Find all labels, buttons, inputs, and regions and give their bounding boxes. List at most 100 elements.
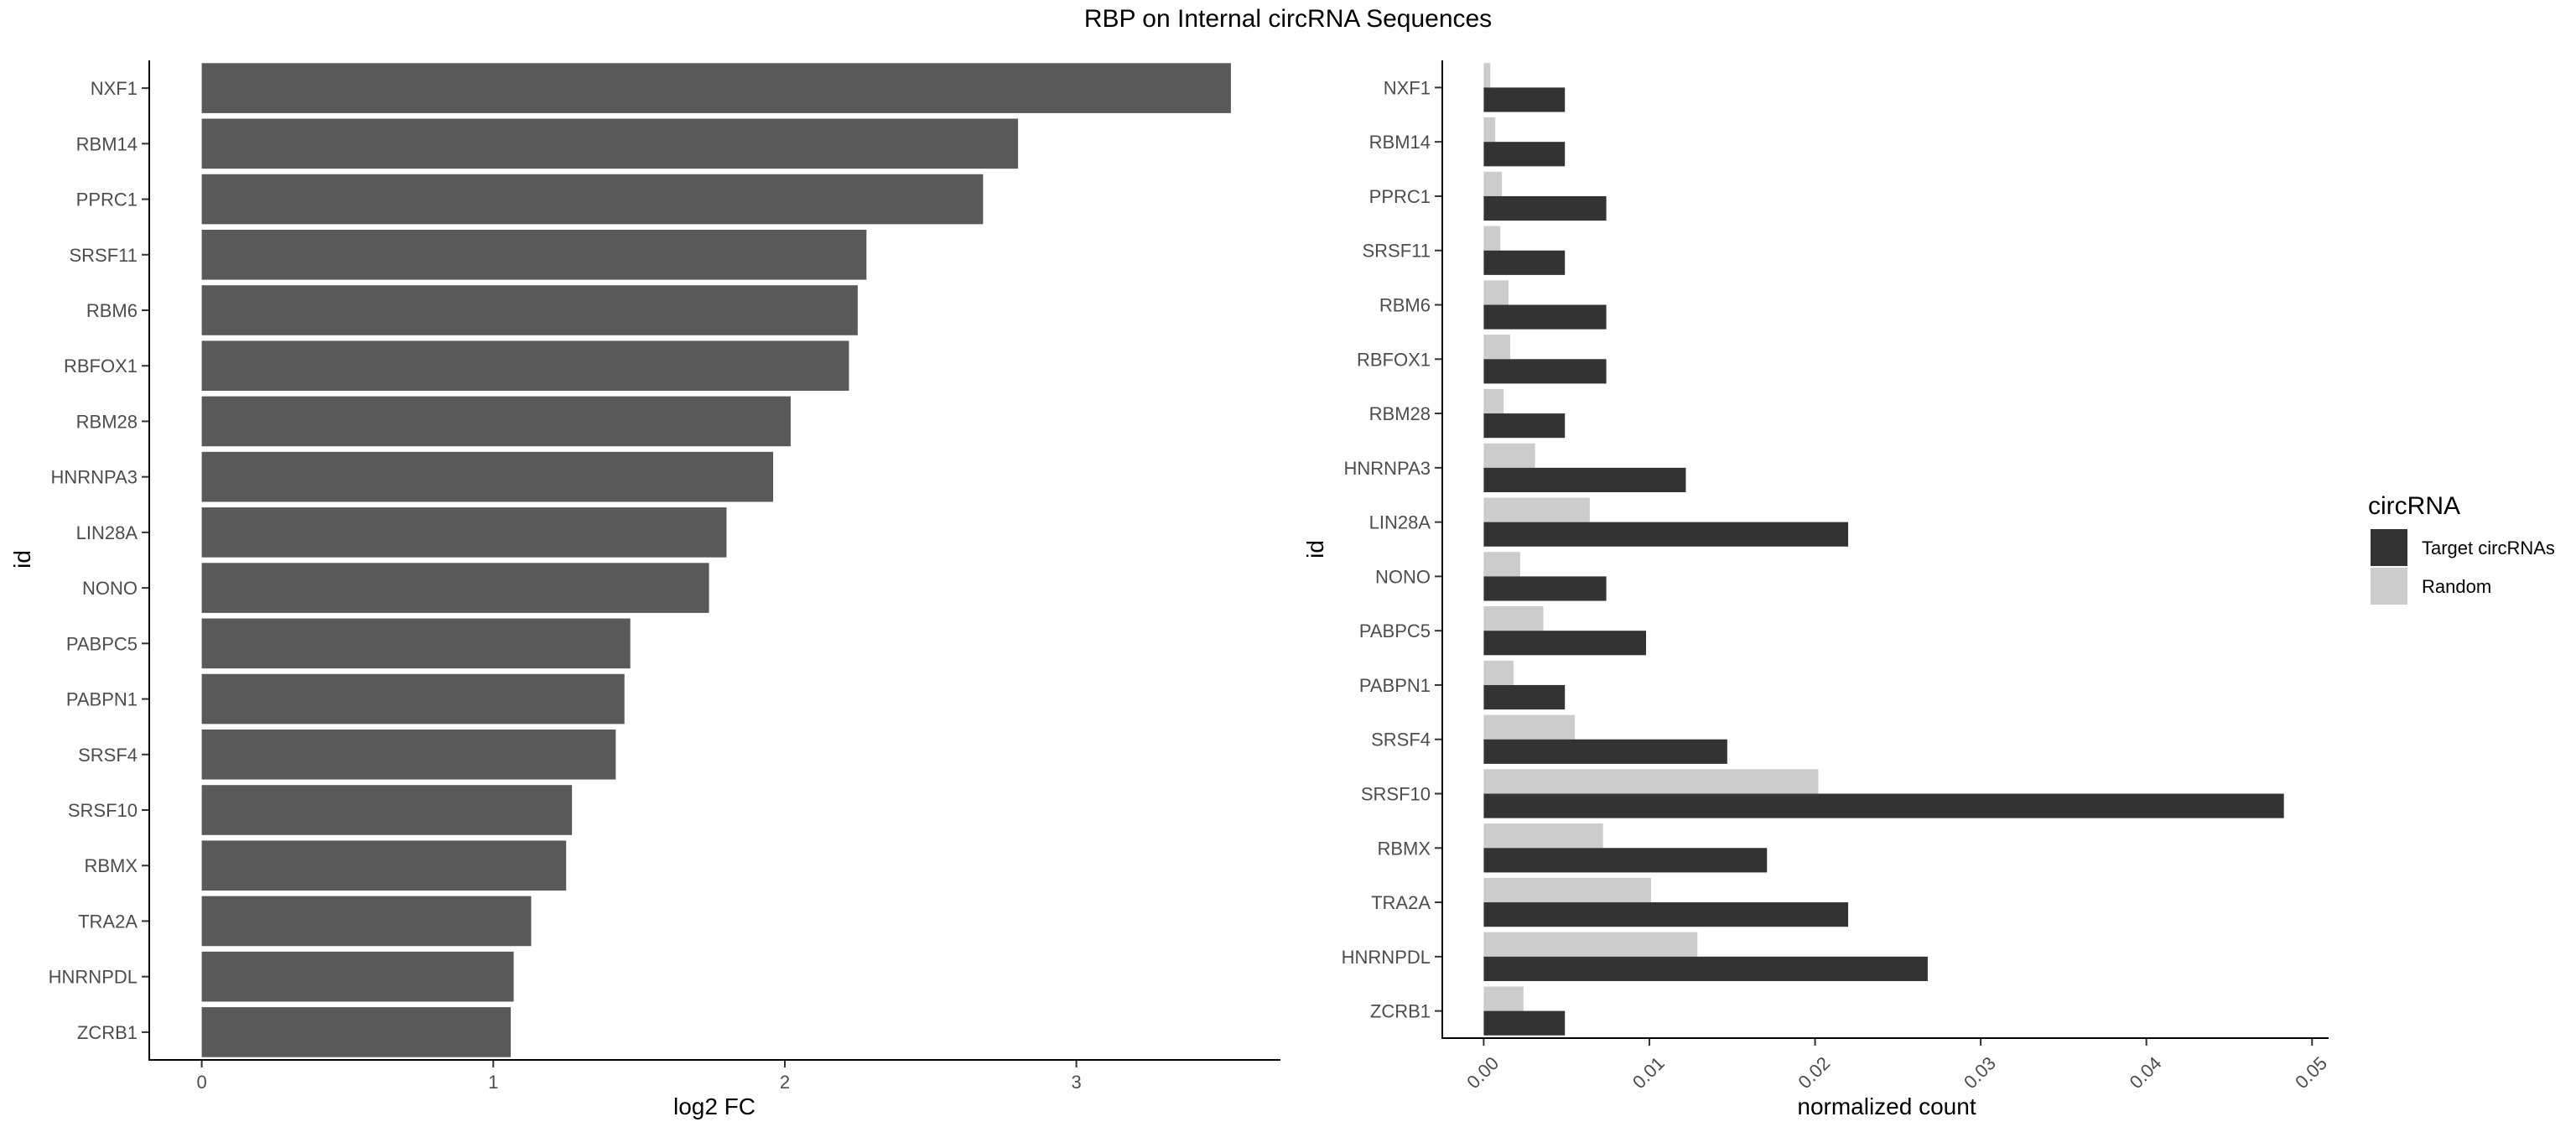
bar-random-rbm6 bbox=[1483, 280, 1509, 305]
bar-lin28a bbox=[201, 507, 727, 558]
left-y-axis-title: id bbox=[9, 550, 35, 569]
bar-random-rbm14 bbox=[1483, 117, 1496, 143]
y-tick-label-srsf10: SRSF10 bbox=[1361, 784, 1431, 805]
y-tick-label-lin28a: LIN28A bbox=[76, 522, 138, 543]
bar-random-rbmx bbox=[1483, 823, 1603, 849]
y-tick-label-rbmx: RBMX bbox=[1377, 838, 1431, 859]
bar-hnrnpa3 bbox=[201, 451, 774, 502]
x-tick-label: 0.05 bbox=[2291, 1052, 2331, 1093]
bar-target-srsf4 bbox=[1483, 739, 1727, 764]
bar-random-srsf4 bbox=[1483, 714, 1576, 740]
bar-random-nxf1 bbox=[1483, 63, 1491, 88]
x-tick-label: 0.01 bbox=[1628, 1052, 1669, 1093]
x-tick-label: 0 bbox=[196, 1072, 206, 1093]
bar-target-pprc1 bbox=[1483, 195, 1607, 221]
y-tick-label-srsf4: SRSF4 bbox=[78, 745, 138, 766]
bar-target-pabpc5 bbox=[1483, 631, 1647, 656]
y-tick-label-hnrnpa3: HNRNPA3 bbox=[50, 467, 138, 488]
left-x-axis-title: log2 FC bbox=[673, 1093, 756, 1119]
y-tick-label-rbm14: RBM14 bbox=[76, 133, 138, 154]
y-tick-label-rbfox1: RBFOX1 bbox=[64, 356, 138, 377]
bar-random-nono bbox=[1483, 552, 1520, 577]
bar-rbm28 bbox=[201, 396, 791, 447]
bar-random-srsf11 bbox=[1483, 226, 1501, 251]
y-tick-label-rbm28: RBM28 bbox=[1369, 403, 1431, 424]
legend-label-random: Random bbox=[2422, 576, 2491, 597]
x-tick-label: 1 bbox=[488, 1072, 498, 1093]
left-x-ticks: 0 1 2 3 bbox=[196, 1060, 1082, 1093]
legend-key-random bbox=[2371, 568, 2407, 605]
y-tick-label-rbm6: RBM6 bbox=[1379, 295, 1431, 316]
y-tick-label-tra2a: TRA2A bbox=[78, 911, 138, 932]
y-tick-label-pabpn1: PABPN1 bbox=[66, 689, 138, 710]
y-tick-label-srsf4: SRSF4 bbox=[1371, 730, 1431, 750]
y-tick-label-srsf10: SRSF10 bbox=[68, 800, 138, 821]
y-tick-label-pprc1: PPRC1 bbox=[76, 190, 138, 210]
bar-rbm6 bbox=[201, 285, 858, 335]
right-x-axis-title: normalized count bbox=[1797, 1093, 1976, 1119]
x-tick-label: 3 bbox=[1071, 1072, 1081, 1093]
right-panel: NXF1 RBM14 PPRC1 SRSF11 RBM6 RBFOX1 RBM28 HNRNP… bbox=[1302, 60, 2331, 1119]
y-tick-label-zcrb1: ZCRB1 bbox=[1370, 1001, 1431, 1022]
bar-pabpc5 bbox=[201, 618, 631, 669]
bar-random-rbm28 bbox=[1483, 388, 1504, 414]
bar-rbfox1 bbox=[201, 340, 849, 392]
bar-target-rbm14 bbox=[1483, 142, 1566, 167]
x-tick-label: 0.00 bbox=[1462, 1052, 1503, 1093]
bar-random-srsf10 bbox=[1483, 769, 1819, 794]
bar-target-hnrnpdl bbox=[1483, 956, 1928, 981]
y-tick-label-hnrnpa3: HNRNPA3 bbox=[1343, 458, 1431, 479]
bar-nxf1 bbox=[201, 63, 1231, 113]
bar-target-zcrb1 bbox=[1483, 1010, 1566, 1036]
bar-target-rbm6 bbox=[1483, 304, 1607, 330]
bar-target-srsf11 bbox=[1483, 250, 1566, 275]
bar-srsf11 bbox=[201, 229, 867, 280]
y-tick-label-rbfox1: RBFOX1 bbox=[1357, 349, 1431, 370]
x-tick-label: 0.04 bbox=[2126, 1052, 2166, 1093]
bar-random-hnrnpa3 bbox=[1483, 443, 1535, 468]
bar-target-rbfox1 bbox=[1483, 359, 1607, 384]
y-tick-label-zcrb1: ZCRB1 bbox=[77, 1022, 138, 1043]
y-tick-label-srsf11: SRSF11 bbox=[69, 245, 138, 266]
bar-random-pabpc5 bbox=[1483, 606, 1544, 631]
y-tick-label-rbmx: RBMX bbox=[84, 855, 138, 876]
bar-target-tra2a bbox=[1483, 902, 1849, 927]
left-bars bbox=[201, 63, 1231, 1057]
legend: circRNA Target circRNAs Random bbox=[2368, 492, 2555, 605]
bar-target-nono bbox=[1483, 576, 1607, 601]
right-y-axis-title: id bbox=[1302, 540, 1328, 558]
chart-title: RBP on Internal circRNA Sequences bbox=[1084, 5, 1492, 33]
bar-target-hnrnpa3 bbox=[1483, 467, 1686, 492]
left-panel: NXF1 RBM14 PPRC1 SRSF11 RBM6 RBFOX1 RBM28 HNRNP… bbox=[9, 60, 1280, 1119]
bar-pabpn1 bbox=[201, 673, 625, 724]
y-tick-label-tra2a: TRA2A bbox=[1371, 892, 1431, 913]
bar-random-rbfox1 bbox=[1483, 335, 1511, 360]
y-tick-label-nono: NONO bbox=[1375, 566, 1431, 587]
y-tick-label-pabpc5: PABPC5 bbox=[1359, 621, 1431, 641]
y-tick-label-pprc1: PPRC1 bbox=[1369, 186, 1431, 207]
bar-zcrb1 bbox=[201, 1007, 512, 1057]
y-tick-label-pabpn1: PABPN1 bbox=[1359, 675, 1431, 696]
y-tick-label-rbm28: RBM28 bbox=[76, 411, 138, 432]
y-tick-label-nxf1: NXF1 bbox=[91, 78, 138, 99]
right-bars bbox=[1483, 63, 2284, 1036]
bar-hnrnpdl bbox=[201, 951, 514, 1002]
bar-random-zcrb1 bbox=[1483, 986, 1524, 1011]
legend-title: circRNA bbox=[2368, 492, 2460, 520]
bar-target-nxf1 bbox=[1483, 87, 1566, 112]
legend-label-target: Target circRNAs bbox=[2422, 538, 2555, 558]
y-tick-label-nxf1: NXF1 bbox=[1384, 77, 1431, 98]
y-tick-label-rbm6: RBM6 bbox=[86, 300, 138, 321]
left-y-tick-labels: NXF1 RBM14 PPRC1 SRSF11 RBM6 RBFOX1 RBM28 HNRNP… bbox=[49, 78, 149, 1043]
bar-pprc1 bbox=[201, 174, 984, 225]
bar-random-lin28a bbox=[1483, 497, 1590, 522]
bar-srsf10 bbox=[201, 785, 573, 835]
y-tick-label-lin28a: LIN28A bbox=[1369, 512, 1431, 533]
bar-nono bbox=[201, 563, 709, 613]
bar-random-pabpn1 bbox=[1483, 660, 1514, 685]
bar-target-rbm28 bbox=[1483, 413, 1566, 439]
y-tick-label-rbm14: RBM14 bbox=[1369, 132, 1431, 153]
y-tick-label-hnrnpdl: HNRNPDL bbox=[1342, 947, 1431, 968]
legend-key-target bbox=[2371, 529, 2407, 566]
